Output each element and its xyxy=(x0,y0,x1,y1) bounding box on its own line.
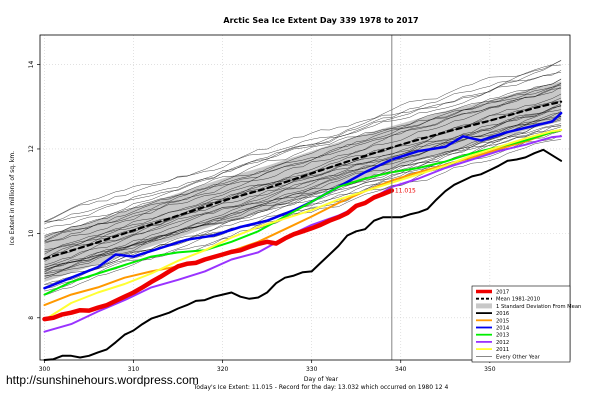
y-tick-label: 8 xyxy=(28,316,35,320)
other-year-line xyxy=(44,79,562,238)
other-year-line xyxy=(44,60,562,222)
y-tick-label: 10 xyxy=(28,229,35,237)
y-axis-label: Ice Extent in millions of sq. km. xyxy=(9,151,16,245)
x-tick-label: 320 xyxy=(217,366,229,373)
x-tick-label: 300 xyxy=(39,366,51,373)
legend-label: 2014 xyxy=(496,326,510,332)
other-year-line xyxy=(44,93,562,255)
series-line-2011 xyxy=(43,129,563,321)
other-year-line xyxy=(44,112,562,274)
other-year-line xyxy=(44,119,562,273)
footer-text: Today's Ice Extent: 11.015 - Record for … xyxy=(193,384,449,391)
other-year-line xyxy=(44,84,562,242)
other-year-line xyxy=(44,82,562,243)
other-year-line xyxy=(44,71,562,224)
std-dev-band-area xyxy=(44,81,562,282)
other-year-line xyxy=(44,105,562,268)
legend-label: 2013 xyxy=(496,333,509,339)
other-year-line xyxy=(44,78,562,236)
other-year-line xyxy=(44,60,562,222)
x-tick-label: 350 xyxy=(484,366,496,373)
legend-label: 2017 xyxy=(496,290,509,296)
watermark-url: http://sunshinehours.wordpress.com xyxy=(6,373,199,387)
legend-label: 2016 xyxy=(496,311,509,317)
legend-label: 1 Standard Deviation From Mean xyxy=(496,304,581,310)
other-year-line xyxy=(44,64,562,223)
series-line-mean-1981-2010 xyxy=(43,100,563,260)
other-year-line xyxy=(44,83,562,242)
y-tick-label: 12 xyxy=(28,145,35,153)
other-year-line xyxy=(44,111,562,277)
other-year-line xyxy=(44,117,562,272)
y-tick-label: 14 xyxy=(28,61,35,69)
y-axis: 8 10 12 14 xyxy=(28,61,40,320)
other-year-lines xyxy=(44,60,562,296)
legend-label: Mean 1981-2010 xyxy=(496,297,540,303)
other-year-line xyxy=(44,70,562,229)
plot-frame xyxy=(39,34,571,361)
x-tick-label: 340 xyxy=(395,366,407,373)
other-year-line xyxy=(44,86,562,244)
series-line-2012 xyxy=(43,135,563,333)
legend-label: Every Other Year xyxy=(496,354,541,360)
other-year-line xyxy=(44,103,562,266)
legend-label: 2015 xyxy=(496,318,509,324)
series-line-2017 xyxy=(42,188,395,322)
std-dev-band xyxy=(44,81,562,282)
legend-label: 2011 xyxy=(496,347,509,353)
other-year-line xyxy=(44,105,562,269)
chart-title: Arctic Sea Ice Extent Day 339 1978 to 20… xyxy=(223,16,418,25)
legend-label: 2012 xyxy=(496,340,509,346)
other-year-line xyxy=(44,123,562,279)
legend-swatch xyxy=(476,303,492,309)
highlighted-series xyxy=(42,100,563,361)
x-axis-label: Day of Year xyxy=(304,376,339,383)
current-extent-label: 11.015 xyxy=(395,188,416,195)
series-line-2015 xyxy=(43,129,563,307)
series-line-2016 xyxy=(43,148,563,361)
x-tick-label: 330 xyxy=(306,366,318,373)
x-axis: 300 310 320 330 340 350 xyxy=(39,360,496,373)
other-year-line xyxy=(44,88,562,253)
other-year-line xyxy=(44,109,562,259)
x-tick-label: 310 xyxy=(128,366,140,373)
